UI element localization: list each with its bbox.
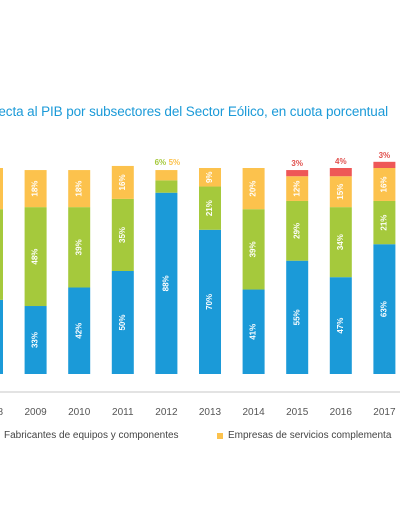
data-label-2014-series-0: 41% [249, 324, 258, 340]
bar-2008-series-1 [0, 209, 3, 300]
data-label-2009-series-2: 18% [31, 181, 40, 197]
legend-label-servicios: Empresas de servicios complementa [228, 430, 392, 441]
bars-layer [0, 161, 396, 374]
legend-item-fabricantes: Fabricantes de equipos y componentes [0, 430, 179, 441]
data-label-2009-series-1: 48% [31, 249, 40, 265]
x-tick-labels-layer: 2008 2009 2010 2011 2012 2013 2014 2015 2016 2017 [0, 407, 396, 418]
data-label-2016-series-0: 47% [336, 318, 345, 334]
legend-label-fabricantes: Fabricantes de equipos y componentes [4, 430, 179, 441]
data-label-2017-series-1: 21% [380, 215, 389, 231]
x-tick-label-2009: 2009 [24, 407, 47, 418]
bar-2009-series-1 [24, 207, 47, 307]
data-label-2014-series-1: 39% [249, 241, 258, 257]
x-tick-label-2008: 2008 [0, 407, 4, 418]
bar-2014-series-0 [242, 289, 265, 374]
x-tick-label-2015: 2015 [286, 407, 309, 418]
bar-2014-series-2 [242, 168, 265, 210]
bar-2013-series-0 [199, 229, 221, 374]
bar-2016-series-3 [329, 168, 352, 177]
bar-2015-series-3 [286, 170, 309, 177]
bar-2013-series-1 [199, 186, 221, 230]
bar-2010-series-1 [68, 207, 91, 288]
legend-item-servicios: Empresas de servicios complementa [217, 430, 391, 441]
data-label-2017-series-2: 16% [380, 176, 389, 192]
bar-2011-series-2 [111, 165, 134, 199]
bar-2011-series-1 [111, 198, 134, 271]
bar-2011-series-0 [111, 271, 134, 374]
chart-title: recta al PIB por subsectores del Sector … [0, 104, 389, 119]
bar-2013-series-2 [199, 168, 221, 187]
data-label-2009-series-0: 33% [31, 332, 40, 348]
data-label-2010-series-2: 18% [74, 181, 83, 197]
bar-2014-series-1 [242, 209, 265, 290]
x-tick-label-2013: 2013 [199, 407, 222, 418]
data-label-2014-series-2: 20% [249, 181, 258, 197]
bar-2010-series-2 [68, 170, 91, 208]
bar-2015-series-1 [286, 200, 309, 261]
data-label-2012-series-0: 88% [162, 275, 171, 291]
bar-2012-series-2 [155, 170, 178, 181]
data-label-2010-series-1: 39% [74, 239, 83, 255]
bar-2016-series-0 [329, 277, 352, 374]
bar-2009-series-0 [24, 306, 47, 374]
bar-2017-series-0 [373, 244, 396, 374]
bar-2016-series-1 [329, 207, 352, 278]
x-tick-label-2016: 2016 [330, 407, 353, 418]
x-tick-label-2011: 2011 [112, 407, 134, 418]
data-label-2011-series-0: 50% [118, 314, 127, 330]
bar-2012-series-0 [155, 192, 178, 374]
data-label-2011-series-2: 16% [118, 174, 127, 190]
bar-2017-series-2 [373, 168, 396, 201]
bar-2015-series-2 [286, 176, 309, 201]
data-label-2015-series-0: 55% [292, 309, 301, 325]
data-label-2012-series-1: 6% [155, 158, 167, 167]
bar-2015-series-0 [286, 260, 309, 374]
data-label-2015-series-3: 3% [291, 159, 303, 168]
x-tick-label-2010: 2010 [68, 407, 91, 418]
bar-2009-series-2 [24, 170, 47, 208]
data-label-2010-series-0: 42% [74, 323, 83, 339]
bar-2012-series-1 [155, 180, 178, 193]
data-label-2017-series-0: 63% [380, 301, 389, 317]
data-label-2011-series-1: 35% [118, 227, 127, 243]
data-label-2015-series-1: 29% [292, 223, 301, 239]
data-labels-layer: 36%38%20%33%48%18%42%39%18%50%35%16%88%6… [31, 151, 391, 348]
x-tick-label-2014: 2014 [242, 407, 265, 418]
x-tick-label-2017: 2017 [373, 407, 396, 418]
bar-2017-series-3 [373, 161, 396, 168]
data-label-2013-series-1: 21% [205, 200, 214, 216]
data-label-2015-series-2: 12% [292, 181, 301, 197]
data-label-2013-series-2: 9% [205, 171, 214, 183]
bar-2017-series-1 [373, 200, 396, 245]
bar-2016-series-2 [329, 176, 352, 208]
data-label-2013-series-0: 70% [205, 294, 214, 310]
data-label-2016-series-2: 15% [336, 184, 345, 200]
data-label-2016-series-3: 4% [335, 157, 347, 166]
data-label-2017-series-3: 3% [379, 151, 391, 160]
bar-2008-series-2 [0, 168, 3, 210]
x-tick-label-2012: 2012 [155, 407, 178, 418]
bar-2008-series-0 [0, 299, 3, 374]
legend-swatch-servicios [217, 432, 223, 439]
data-label-2012-series-2: 5% [169, 158, 181, 167]
bar-2010-series-0 [68, 287, 91, 374]
data-label-2016-series-1: 34% [336, 234, 345, 250]
